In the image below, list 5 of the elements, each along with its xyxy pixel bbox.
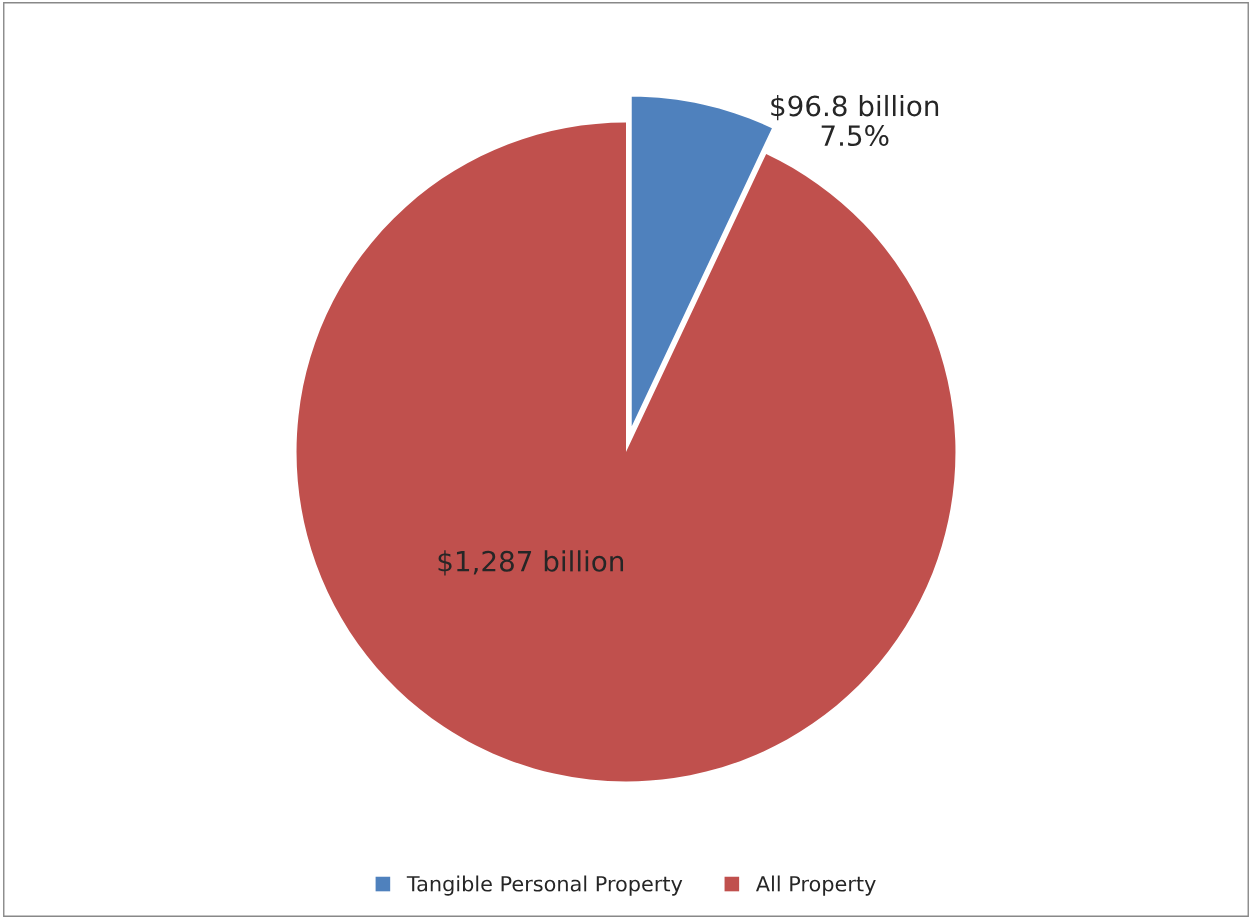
text: 7.5% <box>821 125 889 147</box>
data-label: $96.8 billion <box>771 94 939 121</box>
legend-label: Tangible Personal Property <box>406 875 683 896</box>
data-label: $1,287 billion <box>438 550 624 576</box>
legend-label: All Property <box>755 875 876 896</box>
